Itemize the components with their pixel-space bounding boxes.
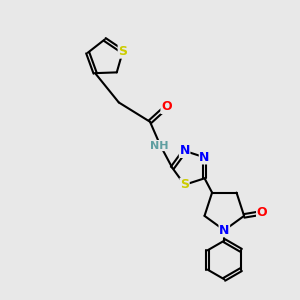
- Text: S: S: [180, 178, 189, 191]
- Text: N: N: [179, 144, 190, 158]
- Text: N: N: [200, 151, 210, 164]
- Text: S: S: [118, 45, 127, 58]
- Text: O: O: [161, 100, 172, 113]
- Text: N: N: [219, 224, 230, 237]
- Text: O: O: [256, 206, 267, 219]
- Text: NH: NH: [150, 140, 168, 151]
